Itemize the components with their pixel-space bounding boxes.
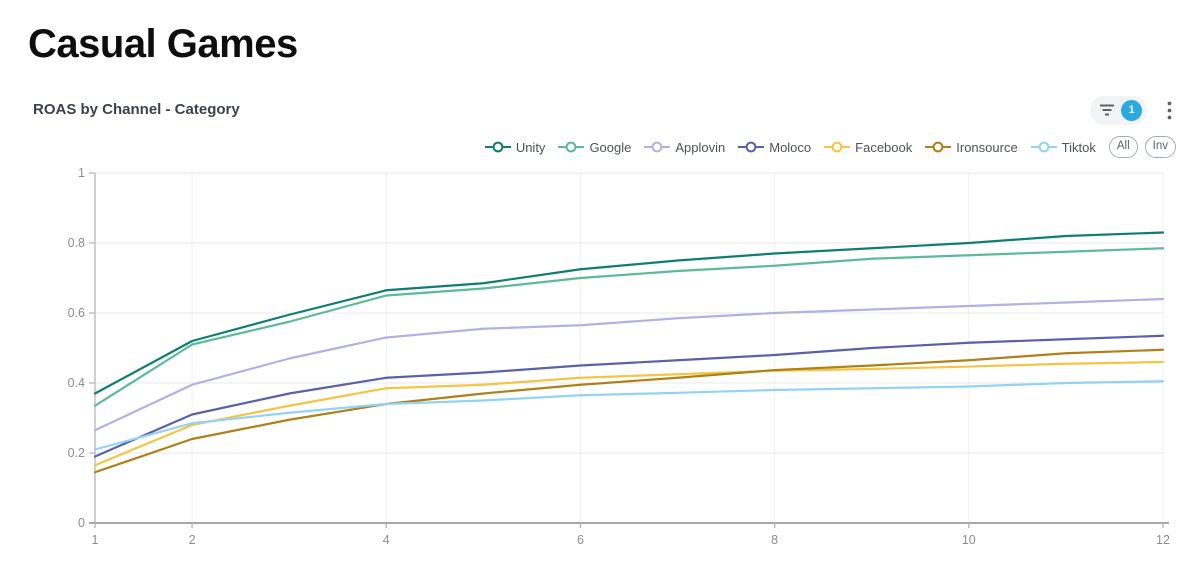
y-tick-label: 0.4 bbox=[68, 376, 85, 390]
legend-label: Facebook bbox=[855, 139, 913, 155]
x-tick-label: 8 bbox=[771, 533, 778, 547]
inv-button[interactable]: Inv bbox=[1144, 136, 1176, 158]
legend-item-facebook[interactable]: Facebook bbox=[824, 140, 912, 155]
kebab-menu-icon bbox=[1167, 101, 1172, 119]
legend-item-applovin[interactable]: Applovin bbox=[644, 140, 725, 155]
legend-marker-icon bbox=[738, 141, 765, 153]
legend-label: Ironsource bbox=[956, 139, 1018, 155]
page-title: Casual Games bbox=[28, 22, 298, 66]
legend-marker-icon bbox=[484, 141, 511, 153]
series-line-ironsource bbox=[93, 348, 1165, 474]
legend-marker-icon bbox=[925, 141, 952, 153]
x-tick-label: 12 bbox=[1156, 533, 1170, 547]
x-tick-label: 6 bbox=[577, 533, 584, 547]
legend-marker-icon bbox=[644, 141, 671, 153]
legend-item-moloco[interactable]: Moloco bbox=[738, 140, 811, 155]
legend-label: Google bbox=[589, 139, 632, 155]
series-line-unity bbox=[93, 231, 1165, 395]
legend-item-unity[interactable]: Unity bbox=[484, 139, 546, 155]
legend-label: Unity bbox=[515, 139, 546, 155]
series-line-tiktok bbox=[93, 380, 1165, 451]
legend-label: Tiktok bbox=[1061, 139, 1096, 155]
series-line-google bbox=[93, 247, 1165, 407]
filter-button[interactable]: 1 bbox=[1090, 95, 1147, 125]
legend-item-ironsource[interactable]: Ironsource bbox=[925, 139, 1018, 155]
x-tick-label: 1 bbox=[92, 533, 99, 547]
series-line-moloco bbox=[93, 334, 1165, 458]
x-tick-label: 4 bbox=[383, 533, 390, 547]
series-line-applovin bbox=[93, 297, 1165, 432]
header-controls: 1 bbox=[1090, 94, 1174, 126]
y-tick-label: 0.2 bbox=[68, 446, 85, 460]
y-tick-label: 0.6 bbox=[68, 306, 85, 320]
legend-item-tiktok[interactable]: Tiktok bbox=[1030, 139, 1096, 155]
series-line-facebook bbox=[93, 360, 1165, 467]
legend-item-google[interactable]: Google bbox=[558, 140, 631, 155]
legend-marker-icon bbox=[1030, 141, 1057, 153]
y-tick-label: 0 bbox=[78, 516, 85, 530]
legend-marker-icon bbox=[558, 141, 585, 153]
y-tick-label: 1 bbox=[78, 166, 85, 180]
filter-badge: 1 bbox=[1121, 99, 1142, 121]
legend-marker-icon bbox=[824, 141, 851, 153]
y-tick-label: 0.8 bbox=[68, 236, 85, 250]
chart-legend: Unity Google Applovin Moloco Facebook Ironsou… bbox=[484, 136, 1176, 158]
all-button[interactable]: All bbox=[1108, 136, 1138, 158]
x-tick-label: 2 bbox=[189, 533, 196, 547]
chart-subtitle: ROAS by Channel - Category bbox=[33, 101, 240, 118]
legend-label: Moloco bbox=[769, 139, 812, 155]
legend-label: Applovin bbox=[675, 139, 726, 155]
x-tick-label: 10 bbox=[962, 533, 976, 547]
filter-list-icon bbox=[1100, 104, 1114, 116]
more-options-button[interactable] bbox=[1165, 99, 1174, 122]
